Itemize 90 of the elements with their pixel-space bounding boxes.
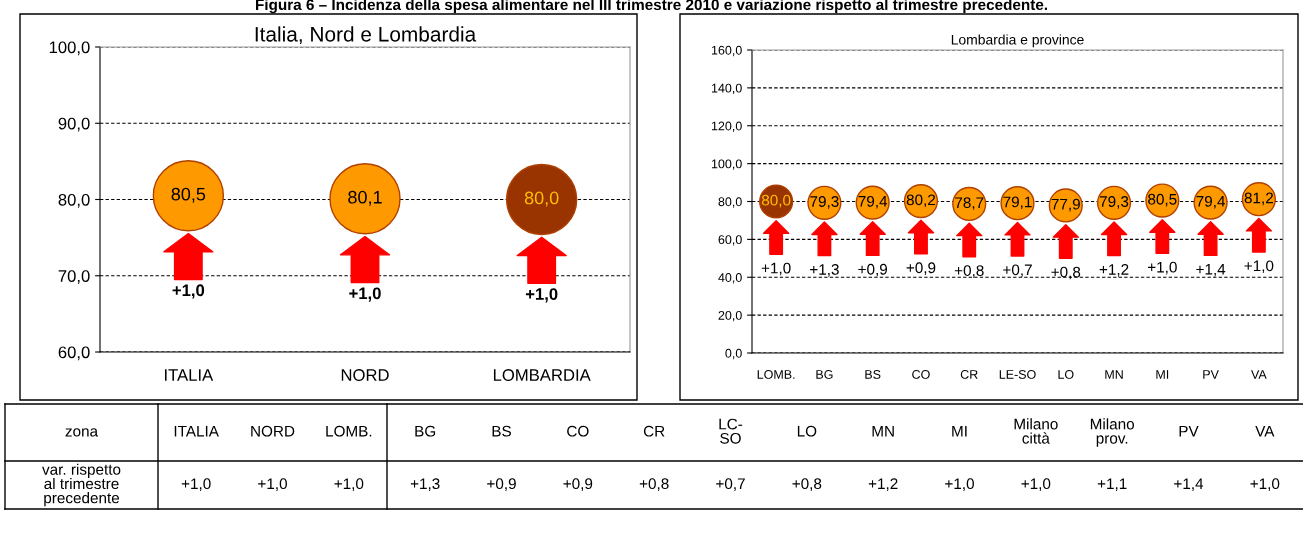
y-tick-label: 140,0	[711, 83, 742, 94]
data-label: 80,0	[761, 194, 791, 208]
text: +1,0	[945, 478, 974, 491]
category-label: NORD	[251, 425, 295, 437]
category-label: MN	[872, 425, 894, 437]
x-tick-label: VA	[1251, 370, 1267, 379]
text: +1,1	[1097, 478, 1127, 491]
text: +0,8	[639, 478, 669, 491]
x-tick-label: LOMB.	[757, 370, 795, 379]
x-tick-label: NORD	[341, 369, 389, 381]
category-label: CO	[567, 425, 589, 437]
text: +1,4	[1174, 478, 1204, 491]
y-tick-label: 90,0	[58, 117, 90, 132]
chart-title: Italia, Nord e Lombardia	[255, 26, 477, 45]
text: +0,8	[792, 478, 822, 491]
annotation: +1,0	[349, 287, 381, 302]
data-label: 79,4	[1196, 195, 1226, 209]
category-label: Milano città	[1014, 418, 1058, 444]
category-label: BS	[492, 425, 511, 437]
annotation: +1,4	[1196, 264, 1226, 277]
annotation: +1,0	[525, 288, 558, 303]
data-label: 79,3	[1099, 196, 1129, 209]
text: zona	[65, 428, 99, 437]
data-label: 80,0	[524, 191, 559, 207]
category-label: ITALIA	[174, 425, 219, 437]
annotation: +0,7	[1003, 264, 1032, 278]
annotation: +0,9	[858, 263, 888, 277]
text: +0,9	[487, 478, 516, 491]
data-label: 77,9	[1051, 198, 1080, 212]
category-label: PV	[1179, 425, 1199, 437]
category-label: var. rispetto al trimestre precedente	[42, 463, 121, 507]
x-tick-label: LOMBARDIA	[493, 369, 591, 381]
x-tick-label: CO	[912, 370, 930, 379]
data-label: 80,5	[1148, 193, 1177, 207]
y-tick-label: 70,0	[58, 270, 90, 284]
text: +1,2	[868, 478, 898, 491]
data-label: 79,1	[1003, 196, 1032, 210]
annotation: +0,8	[1051, 266, 1081, 280]
text: +1,0	[334, 478, 364, 491]
data-label: 80,2	[906, 194, 936, 208]
annotation: +1,2	[1099, 264, 1129, 277]
category-label: LO	[797, 425, 817, 437]
annotation: +1,0	[1244, 260, 1274, 274]
y-tick-label: 60,0	[718, 235, 742, 246]
category-label: MI	[952, 425, 967, 437]
x-tick-label: BG	[816, 370, 833, 379]
data-label: 79,3	[810, 196, 839, 209]
annotation: +0,9	[906, 262, 936, 275]
annotation: +0,8	[954, 265, 984, 278]
y-tick-label: 20,0	[718, 310, 742, 322]
text: +1,0	[1021, 478, 1051, 491]
y-tick-label: 60,0	[58, 346, 90, 361]
y-tick-label: 120,0	[711, 121, 742, 132]
data-label: 78,7	[955, 197, 984, 210]
y-tick-label: 0,0	[725, 348, 742, 360]
x-tick-label: BS	[865, 370, 881, 379]
data-label: 79,4	[858, 195, 888, 209]
category-label: LOMB.	[326, 425, 372, 437]
y-tick-label: 40,0	[718, 273, 742, 284]
y-tick-label: 100,0	[49, 41, 90, 56]
y-tick-label: 100,0	[711, 159, 742, 170]
text: +1,3	[410, 478, 440, 491]
text: +1,0	[258, 478, 287, 491]
x-tick-label: MI	[1156, 370, 1169, 379]
text: +1,0	[181, 478, 211, 491]
annotation: +1,0	[172, 284, 205, 299]
annotation: +1,0	[761, 262, 791, 276]
data-label: 81,2	[1244, 192, 1273, 206]
chart-title: Lombardia e province	[951, 34, 1084, 48]
y-tick-label: 80,0	[718, 197, 742, 208]
x-tick-label: PV	[1203, 370, 1219, 379]
text: +1,0	[1250, 478, 1280, 491]
text: +0,7	[716, 478, 745, 491]
data-label: 80,5	[171, 187, 206, 203]
category-label: LC- SO	[719, 418, 743, 444]
x-tick-label: LE-SO	[999, 370, 1036, 379]
x-tick-label: CR	[960, 370, 978, 379]
x-tick-label: ITALIA	[165, 369, 214, 381]
annotation: +1,0	[1147, 261, 1177, 275]
text: +0,9	[563, 478, 593, 491]
x-tick-label: LO	[1058, 370, 1074, 379]
annotation: +1,3	[810, 264, 839, 277]
y-tick-label: 160,0	[711, 45, 742, 57]
data-label: 80,1	[348, 190, 382, 206]
category-label: CR	[643, 425, 665, 437]
category-label: BG	[415, 425, 436, 437]
category-label: VA	[1255, 425, 1275, 437]
y-tick-label: 80,0	[58, 193, 90, 208]
x-tick-label: MN	[1105, 370, 1123, 379]
category-label: Milano prov.	[1090, 418, 1135, 447]
